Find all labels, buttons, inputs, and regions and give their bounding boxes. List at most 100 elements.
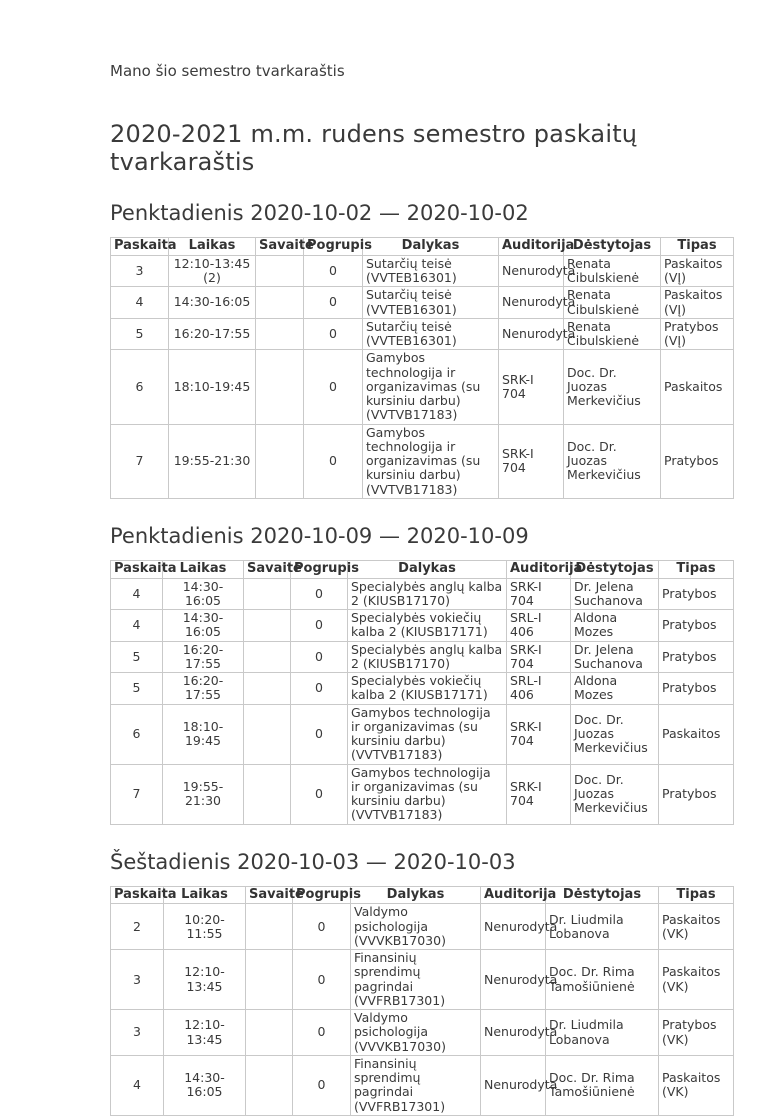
column-header-auditorija: Auditorija — [480, 885, 556, 905]
table-row: 3 12:10-13:45 0 Finansinių sprendimų pagrin… — [110, 949, 734, 1011]
cell-tipas: Paskaitos (VĮ) — [660, 254, 734, 288]
cell-tipas: Pratybos — [658, 672, 734, 705]
cell-pogrupis: 0 — [303, 317, 363, 351]
page-title: 2020-2021 m.m. rudens semestro paskaitų … — [110, 120, 638, 176]
cell-dalykas: Gamybos technologija ir organizavimas (s… — [347, 763, 507, 825]
cell-paskaita: 5 — [110, 317, 169, 351]
cell-destytojas: Dr. Liudmila Lobanova — [545, 903, 659, 951]
cell-laikas: 18:10-19:45 — [162, 703, 244, 765]
cell-laikas: 16:20-17:55 — [162, 640, 244, 674]
column-header-pogrupis: Pogrupis — [303, 237, 372, 256]
section-heading: Penktadienis 2020-10-09 — 2020-10-09 — [110, 523, 529, 548]
cell-destytojas: Doc. Dr. Juozas Merkevičius — [570, 763, 659, 825]
column-header-auditorija: Auditorija — [506, 559, 582, 579]
schedule-table: Paskaita Laikas Savaitė Pogrupis Dalykas Audi… — [110, 885, 734, 1116]
cell-paskaita: 4 — [110, 609, 163, 642]
cell-savaite — [243, 640, 291, 674]
cell-savaite — [245, 1009, 293, 1056]
section-heading: Penktadienis 2020-10-02 — 2020-10-02 — [110, 201, 529, 225]
cell-paskaita: 3 — [110, 1009, 164, 1056]
cell-paskaita: 7 — [110, 423, 169, 499]
cell-paskaita: 4 — [110, 286, 169, 319]
column-header-tipas: Tipas — [658, 559, 734, 579]
table-header-row: Paskaita Laikas Savaitė Pogrupis Dalykas Audi… — [110, 559, 734, 579]
cell-destytojas: Renata Cibulskienė — [563, 286, 661, 319]
cell-tipas: Pratybos — [658, 577, 734, 611]
cell-dalykas: Valdymo psichologija (VVVKB17030) — [350, 903, 481, 951]
cell-dalykas: Gamybos technologija ir organizavimas (s… — [362, 349, 499, 425]
column-header-tipas: Tipas — [660, 237, 734, 256]
cell-destytojas: Doc. Dr. Rima Tamošiūnienė — [545, 1054, 659, 1116]
cell-tipas: Paskaitos (VK) — [658, 949, 734, 1011]
section-heading: Šeštadienis 2020-10-03 — 2020-10-03 — [110, 849, 516, 874]
table-row: 4 14:30-16:05 0 Sutarčių teisė (VVTEB16301)… — [110, 286, 734, 319]
cell-auditorija: SRK-I 704 — [506, 703, 571, 765]
cell-tipas: Paskaitos (VK) — [658, 1054, 734, 1116]
cell-pogrupis: 0 — [290, 763, 348, 825]
cell-pogrupis: 0 — [303, 349, 363, 425]
cell-destytojas: Doc. Dr. Rima Tamošiūnienė — [545, 949, 659, 1011]
column-header-savaite: Savaitė — [243, 559, 302, 579]
cell-dalykas: Specialybės anglų kalba 2 (KIUSB17170) — [347, 577, 507, 611]
table-header-row: Paskaita Laikas Savaitė Pogrupis Dalykas Audi… — [110, 237, 734, 256]
cell-dalykas: Specialybės anglų kalba 2 (KIUSB17170) — [347, 640, 507, 674]
column-header-destytojas: Dėstytojas — [570, 559, 659, 579]
cell-paskaita: 3 — [110, 254, 169, 288]
table-row: 3 12:10-13:45 (2) 0 Sutarčių teisė (VVTEB16… — [110, 254, 734, 288]
cell-pogrupis: 0 — [303, 254, 363, 288]
cell-tipas: Pratybos (VK) — [658, 1009, 734, 1056]
cell-auditorija: SRK-I 704 — [498, 423, 564, 499]
cell-savaite — [255, 254, 304, 288]
table-row: 6 18:10-19:45 0 Gamybos technologija ir org… — [110, 703, 734, 765]
cell-dalykas: Specialybės vokiečių kalba 2 (KIUSB17171… — [347, 672, 507, 705]
cell-laikas: 14:30-16:05 — [162, 577, 244, 611]
column-header-tipas: Tipas — [658, 885, 734, 905]
schedule-table: Paskaita Laikas Savaitė Pogrupis Dalykas Audi… — [110, 237, 734, 499]
column-header-pogrupis: Pogrupis — [290, 559, 359, 579]
cell-pogrupis: 0 — [292, 1009, 351, 1056]
cell-savaite — [255, 286, 304, 319]
cell-tipas: Paskaitos (VK) — [658, 903, 734, 951]
cell-tipas: Pratybos — [660, 423, 734, 499]
cell-auditorija: Nenurodyta — [480, 1009, 557, 1056]
schedule-page: Mano šio semestro tvarkaraštis 2020-2021… — [110, 62, 734, 1116]
cell-destytojas: Doc. Dr. Juozas Merkevičius — [563, 423, 661, 499]
cell-paskaita: 2 — [110, 903, 164, 951]
cell-auditorija: Nenurodyta — [480, 949, 557, 1011]
column-header-savaite: Savaitė — [255, 237, 314, 256]
cell-savaite — [255, 423, 304, 499]
column-header-paskaita: Paskaita — [110, 885, 177, 905]
cell-laikas: 19:55-21:30 — [168, 423, 256, 499]
column-header-dalykas: Dalykas — [347, 559, 507, 579]
cell-destytojas: Aldona Mozes — [570, 609, 659, 642]
cell-tipas: Pratybos — [658, 609, 734, 642]
column-header-dalykas: Dalykas — [362, 237, 499, 256]
table-row: 4 14:30-16:05 0 Specialybės anglų kalba 2 (… — [110, 577, 734, 611]
cell-paskaita: 5 — [110, 640, 163, 674]
cell-savaite — [245, 903, 293, 951]
cell-pogrupis: 0 — [290, 640, 348, 674]
cell-dalykas: Gamybos technologija ir organizavimas (s… — [347, 703, 507, 765]
column-header-destytojas: Dėstytojas — [563, 237, 661, 256]
cell-pogrupis: 0 — [290, 609, 348, 642]
cell-pogrupis: 0 — [292, 949, 351, 1011]
cell-dalykas: Sutarčių teisė (VVTEB16301) — [362, 317, 499, 351]
cell-auditorija: SRK-I 704 — [506, 763, 571, 825]
cell-destytojas: Renata Cibulskienė — [563, 254, 661, 288]
cell-dalykas: Valdymo psichologija (VVVKB17030) — [350, 1009, 481, 1056]
cell-pogrupis: 0 — [290, 672, 348, 705]
cell-auditorija: SRK-I 704 — [506, 577, 571, 611]
cell-tipas: Paskaitos — [658, 703, 734, 765]
cell-savaite — [255, 349, 304, 425]
cell-pogrupis: 0 — [303, 286, 363, 319]
cell-paskaita: 4 — [110, 1054, 164, 1116]
cell-pogrupis: 0 — [292, 1054, 351, 1116]
cell-dalykas: Finansinių sprendimų pagrindai (VVFRB173… — [350, 1054, 481, 1116]
cell-dalykas: Specialybės vokiečių kalba 2 (KIUSB17171… — [347, 609, 507, 642]
cell-laikas: 14:30-16:05 — [162, 609, 244, 642]
table-row: 5 16:20-17:55 0 Specialybės vokiečių kalba … — [110, 672, 734, 705]
cell-savaite — [243, 763, 291, 825]
cell-destytojas: Doc. Dr. Juozas Merkevičius — [563, 349, 661, 425]
column-header-destytojas: Dėstytojas — [545, 885, 659, 905]
cell-auditorija: Nenurodyta — [480, 1054, 557, 1116]
